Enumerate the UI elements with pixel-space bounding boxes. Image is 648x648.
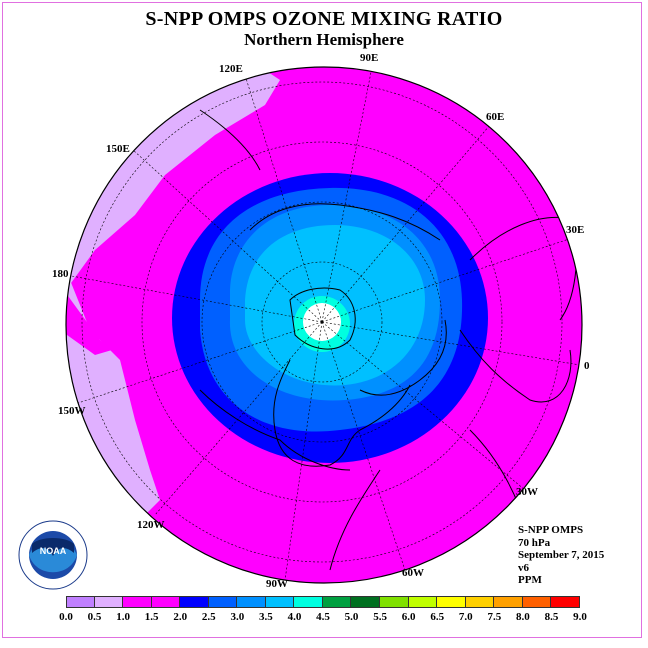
color-scale-bar — [66, 596, 580, 608]
color-scale-cell — [408, 597, 438, 607]
color-scale-cell — [94, 597, 124, 607]
color-scale-tick-label: 6.0 — [401, 611, 416, 623]
color-scale-tick-label: 0.0 — [59, 611, 73, 623]
lon-label-150e: 150E — [106, 143, 130, 155]
color-scale-tick-label: 2.0 — [173, 611, 188, 623]
lon-label-150w: 150W — [58, 405, 86, 417]
color-scale-cell — [180, 597, 209, 607]
color-scale-cell — [208, 597, 238, 607]
coastlines — [199, 109, 578, 571]
noaa-logo: NOAA — [18, 520, 88, 590]
color-scale-cell — [380, 597, 409, 607]
kamchatka-coast — [199, 109, 261, 171]
color-scale-cell — [237, 597, 266, 607]
color-scale-cell — [494, 597, 523, 607]
color-scale-cell — [322, 597, 352, 607]
lon-label-120e: 120E — [219, 63, 243, 75]
color-scale-tick-label: 5.5 — [373, 611, 387, 623]
color-scale-tick-label: 0.5 — [87, 611, 102, 623]
arctic-islands — [289, 287, 356, 350]
color-scale-tick-label: 1.0 — [116, 611, 130, 623]
ozone-field-pacific-wedge — [66, 285, 112, 355]
lon-label-30w: 30W — [516, 486, 538, 498]
lon-label-120w: 120W — [137, 519, 165, 531]
info-units: PPM — [518, 574, 542, 586]
map-title: S-NPP OMPS OZONE MIXING RATIO — [145, 8, 503, 30]
color-scale-cell — [522, 597, 552, 607]
lon-label-0: 0 — [584, 360, 590, 372]
info-instrument: S-NPP OMPS — [518, 524, 584, 536]
color-scale-cell — [123, 597, 152, 607]
info-pressure: 70 hPa — [518, 536, 551, 549]
info-date: September 7, 2015 — [518, 549, 605, 561]
color-scale-tick-label: 8.0 — [516, 611, 530, 623]
north-america-coast — [273, 359, 411, 467]
greenland-coast — [359, 319, 447, 396]
color-scale-cell — [351, 597, 381, 607]
lon-label-90w: 90W — [266, 578, 288, 590]
europe-africa-coast — [459, 329, 572, 403]
color-scale-cell — [294, 597, 323, 607]
siberia-coast — [249, 203, 441, 241]
color-scale-tick-label: 7.0 — [458, 611, 473, 623]
color-scale-cell — [66, 597, 95, 607]
graticule — [66, 67, 581, 581]
color-scale-tick-label: 3.0 — [230, 611, 245, 623]
color-scale-tick-label: 5.0 — [344, 611, 359, 623]
lon-label-30e: 30E — [566, 224, 585, 236]
south-america-coast — [329, 469, 381, 571]
lon-label-60w: 60W — [402, 567, 424, 579]
color-scale-tick-label: 9.0 — [573, 611, 587, 623]
lon-label-90e: 90E — [360, 52, 379, 64]
color-scale-cell — [551, 597, 580, 607]
color-scale-tick-label: 3.5 — [259, 611, 273, 623]
info-version: v6 — [518, 561, 529, 574]
color-scale-tick-label: 2.5 — [201, 611, 216, 623]
color-scale-cell — [151, 597, 181, 607]
color-scale-tick-label: 7.5 — [487, 611, 502, 623]
noaa-logo-text: NOAA — [40, 546, 67, 556]
pacific-coast — [199, 389, 351, 471]
color-scale-tick-label: 6.5 — [430, 611, 445, 623]
ozone-field-0.5-1.0-north — [66, 67, 280, 290]
color-scale-tick-label: 1.5 — [144, 611, 159, 623]
color-scale-tick-label: 4.5 — [316, 611, 330, 623]
map-subtitle: Northern Hemisphere — [244, 30, 404, 49]
color-scale-cell — [265, 597, 295, 607]
info-block: S-NPP OMPS 70 hPa September 7, 2015 v6 P… — [518, 524, 604, 587]
lon-label-60e: 60E — [486, 111, 505, 123]
lon-label-180: 180 — [52, 268, 69, 280]
color-scale-tick-label: 8.5 — [544, 611, 559, 623]
map-boundary — [65, 66, 583, 584]
color-scale-tick-label: 4.0 — [287, 611, 302, 623]
color-scale-cell — [437, 597, 466, 607]
color-scale-cell — [465, 597, 495, 607]
